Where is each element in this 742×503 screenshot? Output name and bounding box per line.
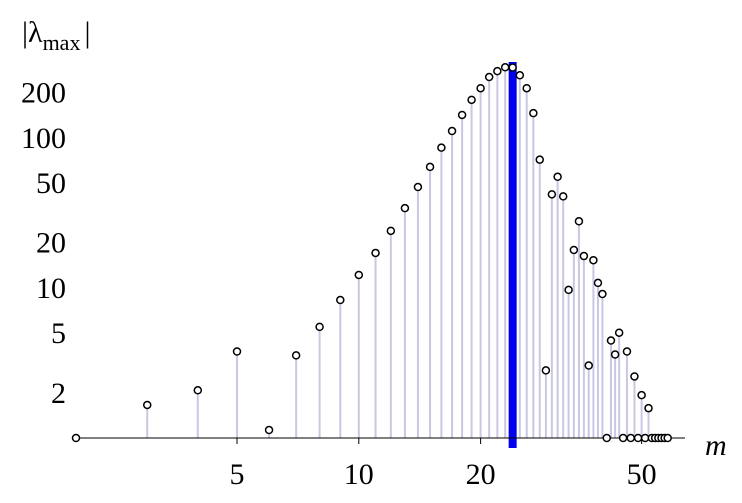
point (574, 217, 584, 226)
point (535, 155, 544, 164)
point (457, 110, 467, 120)
point (515, 71, 525, 80)
point (508, 63, 517, 72)
point (493, 66, 502, 76)
point (547, 190, 557, 199)
point (630, 372, 639, 381)
y-tick-label: 2 (51, 377, 66, 410)
point (354, 270, 364, 280)
point (193, 386, 203, 395)
y-label-main: |λ (22, 16, 43, 49)
point (541, 366, 551, 375)
point (553, 172, 562, 182)
point (579, 251, 589, 261)
point (232, 347, 242, 356)
point (564, 285, 573, 295)
point (644, 403, 653, 413)
point (529, 108, 538, 118)
point (614, 328, 624, 337)
point (371, 248, 380, 258)
point (437, 143, 446, 152)
point (484, 72, 494, 82)
point (598, 289, 607, 299)
point (558, 192, 568, 201)
point (71, 433, 81, 443)
point (315, 322, 324, 332)
y-tick-label: 100 (21, 122, 66, 155)
point (584, 361, 593, 370)
point (626, 433, 635, 443)
y-tick-label: 20 (36, 227, 66, 260)
point (413, 182, 423, 192)
point (500, 63, 510, 72)
point (476, 83, 485, 93)
y-label-sub: max (43, 30, 81, 55)
point (447, 126, 457, 136)
point (602, 433, 611, 443)
point (386, 226, 396, 236)
point (593, 278, 603, 288)
point (589, 255, 598, 265)
x-tick-label: 5 (230, 458, 245, 491)
point (291, 351, 301, 360)
highlight-bar (508, 62, 517, 448)
point (633, 433, 643, 443)
point (425, 162, 435, 172)
point (640, 433, 650, 443)
point (142, 400, 152, 410)
y-label-end: | (84, 16, 90, 49)
point (618, 433, 628, 443)
point (400, 203, 410, 213)
point (637, 390, 646, 400)
point (663, 433, 672, 443)
y-axis-label: |λmax | (22, 16, 90, 55)
y-tick-label: 50 (36, 167, 66, 200)
point (606, 336, 616, 345)
x-tick-label: 50 (627, 458, 657, 491)
point (522, 83, 531, 93)
point (569, 245, 579, 255)
y-tick-label: 5 (51, 317, 66, 350)
y-tick-label: 200 (21, 77, 66, 110)
point (467, 95, 476, 105)
point (264, 425, 274, 435)
y-tick-label: 10 (36, 272, 66, 305)
point (336, 295, 345, 305)
x-tick-label: 20 (466, 458, 496, 491)
x-tick-label: 10 (344, 458, 374, 491)
x-axis-label: m (705, 429, 727, 462)
point (622, 347, 632, 356)
point (610, 350, 620, 359)
